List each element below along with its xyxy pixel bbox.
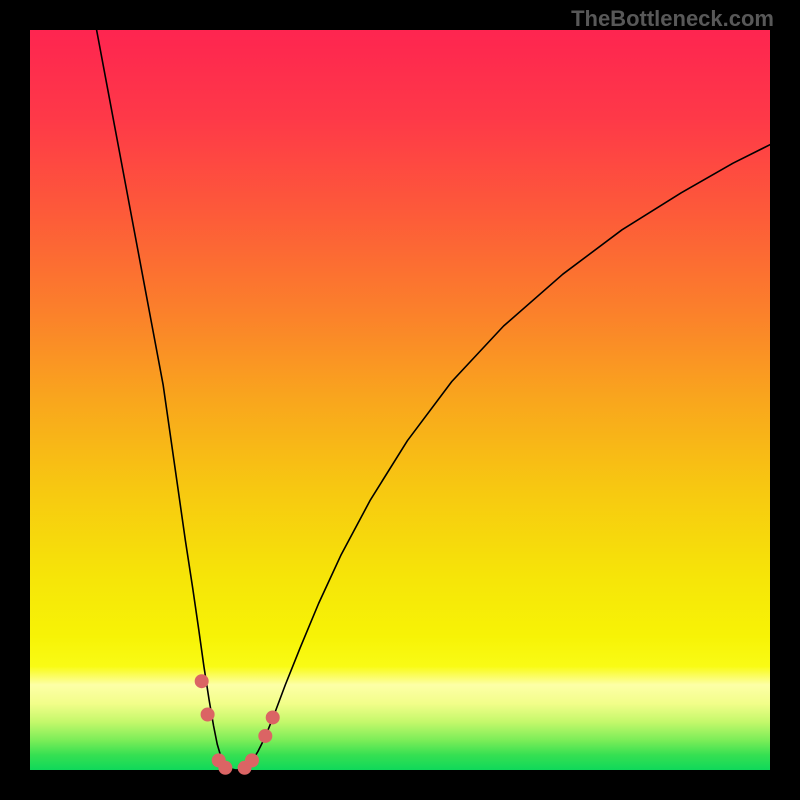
data-marker — [246, 754, 259, 767]
chart-svg — [0, 0, 800, 800]
data-marker — [266, 711, 279, 724]
data-marker — [219, 761, 232, 774]
data-marker — [201, 708, 214, 721]
data-marker — [259, 729, 272, 742]
chart-frame: TheBottleneck.com — [0, 0, 800, 800]
data-marker — [195, 675, 208, 688]
watermark-text: TheBottleneck.com — [571, 6, 774, 32]
